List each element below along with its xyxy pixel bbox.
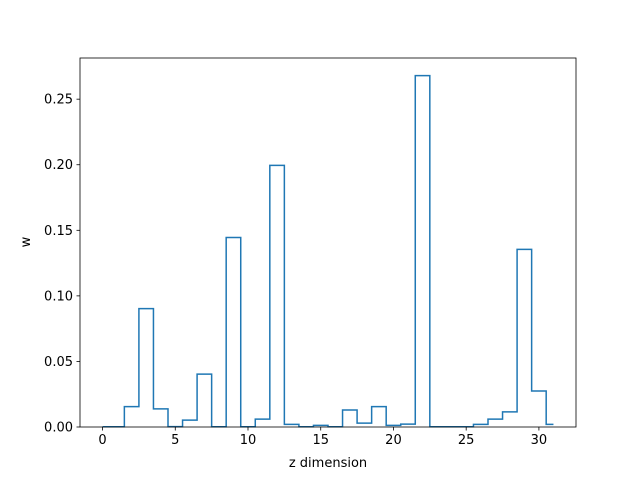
y-tick-label: 0.15 <box>44 224 73 239</box>
x-tick-label: 30 <box>531 433 548 448</box>
x-axis-label: z dimension <box>289 456 367 471</box>
y-tick-label: 0.20 <box>44 158 73 173</box>
x-tick-label: 0 <box>98 433 106 448</box>
x-tick-label: 20 <box>385 433 402 448</box>
y-tick-label: 0.00 <box>44 421 73 436</box>
y-tick-label: 0.05 <box>44 355 73 370</box>
y-tick-label: 0.25 <box>44 93 73 108</box>
y-axis-label: w <box>19 236 34 247</box>
x-tick-label: 25 <box>458 433 475 448</box>
x-tick-label: 5 <box>171 433 179 448</box>
y-tick-label: 0.10 <box>44 289 73 304</box>
axes-frame <box>79 57 577 428</box>
x-tick-label: 15 <box>312 433 329 448</box>
x-tick-label: 10 <box>240 433 257 448</box>
axes: 0 5 10 15 20 25 30 0.00 0.05 0.10 0.15 0.20 0.25 <box>44 57 577 448</box>
